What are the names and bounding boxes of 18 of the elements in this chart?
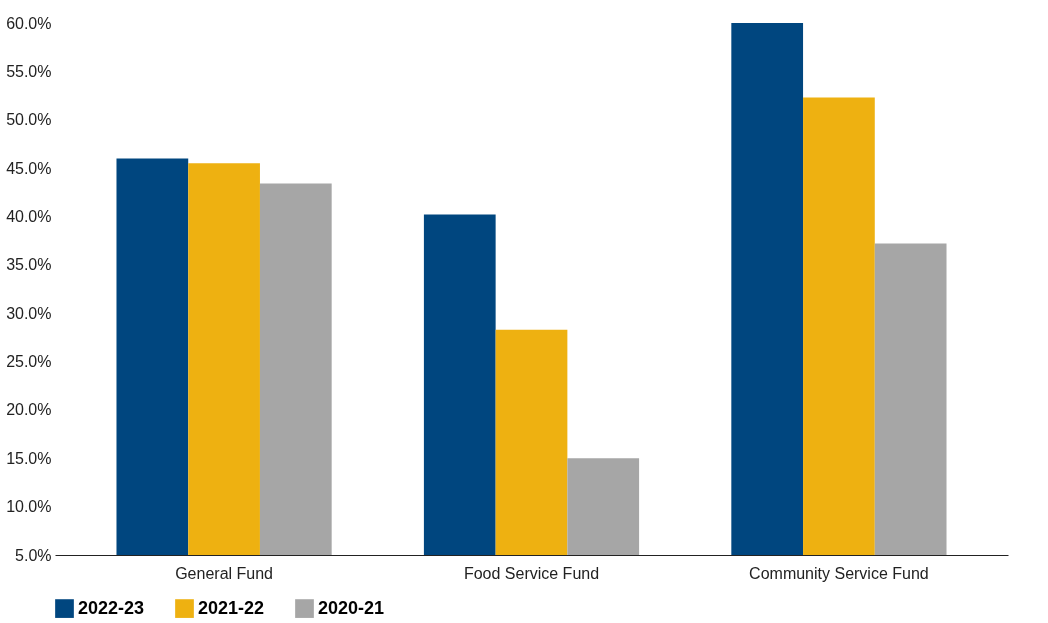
- y-tick-label: 45.0%: [6, 159, 52, 177]
- y-tick-label: 5.0%: [15, 546, 52, 564]
- y-tick-label: 60.0%: [6, 14, 52, 32]
- y-tick-label: 55.0%: [6, 62, 52, 80]
- y-tick-label: 50.0%: [6, 111, 52, 129]
- x-tick-label: General Fund: [175, 564, 273, 582]
- y-tick-label: 30.0%: [6, 304, 52, 322]
- y-tick-label: 40.0%: [6, 207, 52, 225]
- x-tick-label: Community Service Fund: [749, 564, 929, 582]
- y-tick-label: 15.0%: [6, 449, 52, 467]
- y-tick-label: 25.0%: [6, 353, 52, 371]
- y-tick-label: 20.0%: [6, 401, 52, 419]
- legend-label: 2022-23: [78, 597, 145, 618]
- y-tick-label: 10.0%: [6, 498, 52, 516]
- x-tick-label: Food Service Fund: [463, 564, 600, 582]
- y-tick-label: 35.0%: [6, 256, 52, 274]
- legend-label: 2021-22: [198, 597, 265, 618]
- legend-label: 2020-21: [318, 597, 385, 618]
